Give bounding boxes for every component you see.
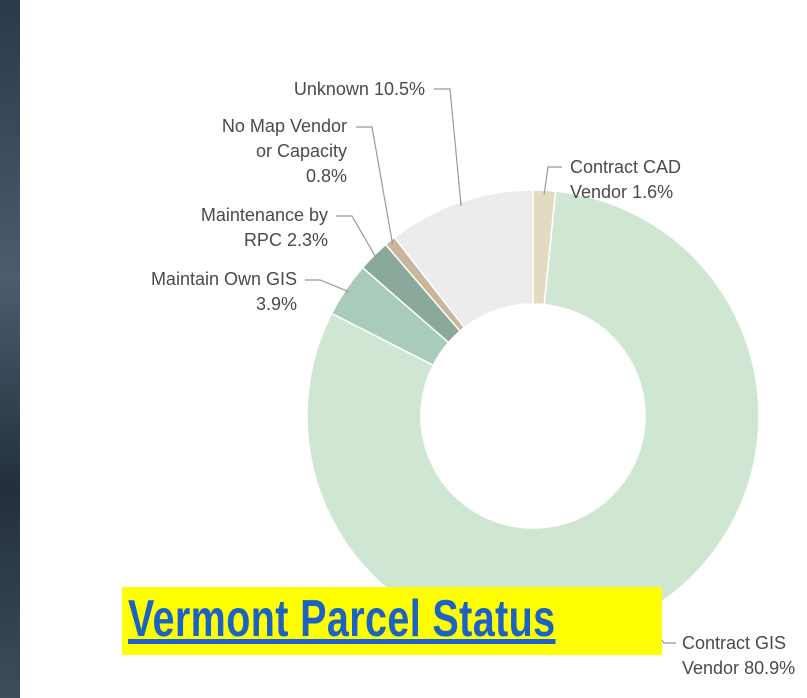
label-name: Maintenance by RPC <box>200 205 328 250</box>
donut-slice <box>306 190 760 643</box>
title-box: Vermont Parcel Status <box>122 587 662 655</box>
slice-label: Maintain Own GIS 3.9% <box>147 267 297 317</box>
donut-slice <box>393 189 534 329</box>
label-name: Contract CAD Vendor <box>570 157 682 202</box>
label-name: Contract GIS Vendor <box>682 633 787 678</box>
leader-line <box>434 88 462 207</box>
label-value: 80.9% <box>744 658 796 678</box>
slice-label: Maintenance by RPC 2.3% <box>163 203 328 253</box>
label-name: Maintain Own GIS <box>150 269 297 289</box>
leader-line <box>336 215 378 259</box>
slice-label: Unknown 10.5% <box>294 77 425 102</box>
label-value: 3.9% <box>255 294 297 314</box>
label-value: 0.8% <box>305 166 347 186</box>
label-value: 1.6% <box>632 182 674 202</box>
leader-line <box>543 166 562 195</box>
label-name: No Map Vendor or Capacity <box>221 116 347 161</box>
leader-line <box>356 126 394 245</box>
slice-label: No Map Vendor or Capacity 0.8% <box>212 114 347 189</box>
leader-line <box>305 279 350 293</box>
background-strip <box>0 0 20 698</box>
label-name: Unknown <box>293 79 369 99</box>
slice-label: Contract GIS Vendor 80.9% <box>682 631 807 681</box>
label-value: 10.5% <box>373 79 425 99</box>
chart-title: Vermont Parcel Status <box>128 590 556 648</box>
slice-label: Contract CAD Vendor 1.6% <box>570 155 720 205</box>
label-value: 2.3% <box>286 230 328 250</box>
